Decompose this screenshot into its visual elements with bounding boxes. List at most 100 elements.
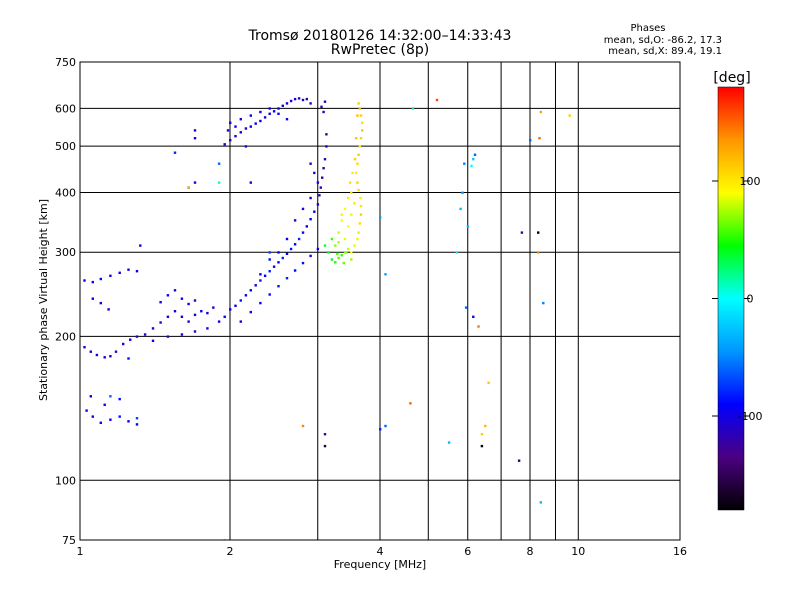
data-point-O — [301, 231, 305, 234]
data-point-O — [89, 395, 92, 398]
data-point-X — [353, 202, 356, 205]
data-point-O — [234, 304, 237, 307]
chart-subtitle: RwPretec (8p) — [331, 42, 429, 58]
data-point-O — [239, 118, 242, 121]
grid-lines — [80, 62, 680, 540]
data-point-X — [345, 251, 348, 254]
data-point-O — [249, 289, 252, 292]
data-point-O — [143, 333, 147, 336]
data-point-O — [151, 339, 155, 342]
data-point-O — [114, 350, 118, 353]
x-axis-label: Frequency [MHz] — [334, 558, 426, 571]
data-point-O — [109, 418, 112, 421]
data-point-X — [537, 251, 540, 254]
data-point-O — [301, 261, 305, 265]
data-point-O — [285, 102, 289, 105]
data-point-O — [99, 301, 102, 305]
data-point-O — [301, 98, 305, 102]
colorbar-tick-label: 0 — [747, 293, 754, 306]
data-point-X — [487, 381, 490, 385]
data-point-O — [127, 268, 130, 271]
y-tick-label: 400 — [55, 186, 76, 199]
y-axis-label: Stationary phase Virtual Height [km] — [37, 199, 50, 401]
plot-frame — [79, 61, 681, 541]
data-point-O — [277, 261, 280, 264]
data-point-X — [480, 433, 484, 436]
data-point-O — [212, 306, 215, 309]
data-point-O — [107, 308, 110, 311]
phases-o-stats: mean, sd,O: -86.2, 17.3 — [604, 35, 722, 46]
data-point-O — [91, 297, 94, 300]
data-point-O — [99, 277, 102, 281]
data-point-O — [135, 270, 139, 273]
data-point-O — [289, 99, 293, 103]
data-point-O — [520, 231, 524, 234]
data-point-X — [538, 137, 541, 140]
data-point-X — [350, 258, 353, 261]
data-point-O — [166, 335, 170, 338]
data-point-O — [285, 252, 289, 255]
data-point-X — [350, 213, 353, 216]
data-point-O — [268, 107, 271, 110]
data-point-O — [91, 415, 94, 418]
data-point-O — [285, 237, 289, 241]
data-point-other — [464, 306, 468, 309]
data-point-other — [455, 251, 458, 254]
data-point-O — [217, 162, 221, 165]
data-point-X — [353, 158, 357, 161]
data-point-O — [293, 269, 297, 272]
data-point-X — [359, 213, 363, 216]
y-tick-label: 100 — [55, 474, 76, 487]
data-point-O — [206, 327, 209, 330]
data-point-X — [323, 244, 327, 247]
data-point-O — [129, 338, 132, 341]
x-tick-label: 1 — [77, 545, 84, 558]
data-point-other — [459, 207, 462, 211]
data-point-O — [193, 313, 197, 317]
data-point-X — [340, 254, 343, 257]
data-point-O — [159, 301, 162, 304]
data-point-O — [244, 145, 248, 148]
data-point-O — [259, 301, 262, 305]
data-point-X — [337, 256, 340, 260]
data-point-O — [268, 258, 271, 261]
data-points — [83, 97, 571, 540]
data-point-O — [277, 107, 280, 110]
data-point-other — [461, 191, 464, 194]
data-point-O — [226, 129, 230, 132]
data-point-O — [249, 181, 252, 184]
data-point-X — [350, 191, 353, 194]
x-tick-label: 4 — [377, 545, 384, 558]
data-point-other — [517, 459, 521, 462]
data-point-O — [135, 335, 139, 338]
data-point-X — [358, 107, 361, 110]
data-point-O — [89, 350, 92, 353]
data-point-other — [379, 428, 382, 431]
data-point-X — [359, 114, 363, 117]
data-point-O — [263, 274, 267, 277]
data-point-O — [249, 125, 252, 128]
data-point-X — [334, 261, 337, 264]
x-tick-label: 8 — [527, 545, 534, 558]
data-point-X — [342, 261, 345, 265]
data-point-O — [223, 143, 226, 146]
data-point-O — [127, 420, 130, 423]
data-point-X — [337, 231, 340, 234]
data-point-O — [249, 114, 252, 117]
data-point-O — [173, 289, 177, 292]
x-tick-label: 6 — [464, 545, 471, 558]
data-point-O — [285, 118, 289, 121]
data-point-other — [480, 444, 484, 448]
data-point-O — [118, 271, 121, 274]
data-point-O — [217, 320, 221, 323]
data-point-O — [318, 194, 321, 197]
data-point-O — [193, 330, 197, 333]
data-point-O — [259, 119, 262, 123]
data-point-X — [477, 325, 480, 328]
data-point-O — [135, 423, 139, 426]
data-point-O — [259, 273, 262, 276]
data-point-O — [166, 294, 170, 297]
y-tick-label: 500 — [55, 140, 76, 153]
data-point-O — [118, 415, 121, 418]
data-point-O — [127, 357, 130, 360]
